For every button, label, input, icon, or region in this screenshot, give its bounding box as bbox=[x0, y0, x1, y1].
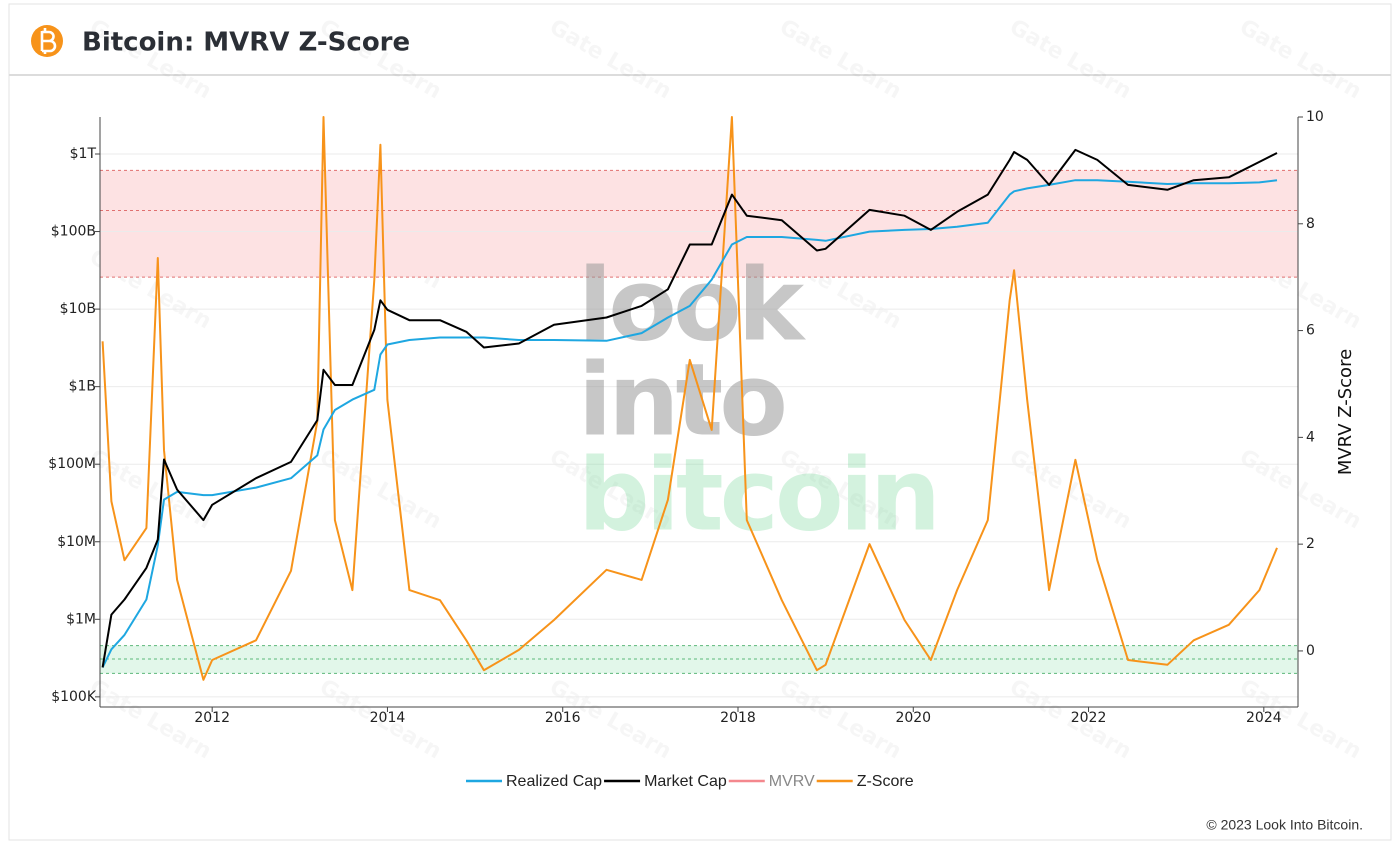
x-tick-label: 2020 bbox=[895, 710, 931, 726]
series-line bbox=[101, 148, 1278, 668]
y-tick-label: $1M bbox=[66, 611, 96, 627]
x-tick-label: 2018 bbox=[720, 710, 756, 726]
x-tick-label: 2012 bbox=[194, 710, 230, 726]
zone-band bbox=[100, 170, 1298, 278]
y-tick-label: $100B bbox=[51, 224, 96, 240]
y-tick-label: $1T bbox=[70, 146, 97, 162]
y2-tick-label: 2 bbox=[1306, 536, 1315, 552]
legend-label: Z-Score bbox=[857, 773, 914, 790]
x-tick-label: 2022 bbox=[1071, 710, 1107, 726]
copyright: © 2023 Look Into Bitcoin. bbox=[1206, 817, 1363, 833]
bitcoin-icon bbox=[31, 25, 63, 57]
series-line bbox=[101, 179, 1278, 668]
y2-tick-label: 0 bbox=[1306, 643, 1315, 659]
legend-label: Realized Cap bbox=[506, 773, 602, 790]
legend-label: MVRV bbox=[769, 773, 815, 790]
x-tick-label: 2014 bbox=[370, 710, 406, 726]
y-tick-label: $100M bbox=[48, 456, 96, 472]
page-title: Bitcoin: MVRV Z-Score bbox=[82, 28, 410, 58]
zone-band bbox=[100, 645, 1298, 674]
x-tick-label: 2024 bbox=[1246, 710, 1282, 726]
x-tick-label: 2016 bbox=[545, 710, 581, 726]
y2-tick-label: 4 bbox=[1306, 429, 1315, 445]
legend-label: Market Cap bbox=[644, 773, 727, 790]
plot-area: Gate Learn Gate Learn Gate Learn Gate Learn… bbox=[48, 109, 1356, 790]
watermark: bitcoin bbox=[578, 436, 937, 553]
y-tick-label: $10M bbox=[57, 534, 96, 550]
y2-tick-label: 6 bbox=[1306, 323, 1315, 339]
y2-tick-label: 8 bbox=[1306, 216, 1315, 232]
y-tick-label: $100K bbox=[51, 689, 97, 705]
watermark: look bbox=[578, 246, 807, 363]
y2-axis-title: MVRV Z-Score bbox=[1335, 349, 1356, 475]
card bbox=[8, 3, 1392, 841]
y2-tick-label: 10 bbox=[1306, 109, 1324, 125]
series-line bbox=[101, 116, 1278, 681]
y-tick-label: $1B bbox=[69, 379, 96, 395]
y-tick-label: $10B bbox=[60, 301, 96, 317]
